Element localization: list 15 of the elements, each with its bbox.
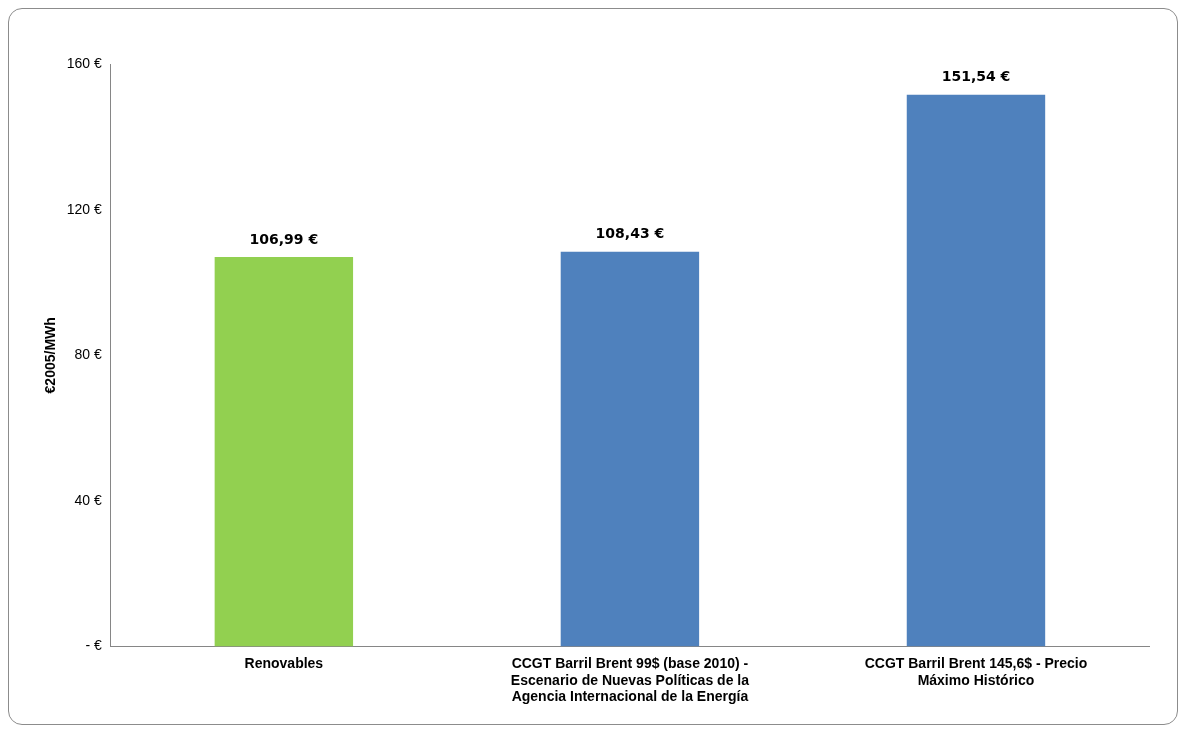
- y-tick-label: 80 €: [74, 346, 103, 363]
- x-tick-label: CCGT Barril Brent 145,6$ - Precio Máximo Histórico: [864, 654, 1088, 688]
- bar: [560, 251, 700, 647]
- y-axis-title: €2005/MWh: [42, 317, 59, 394]
- y-tick-label: - €: [85, 637, 103, 654]
- x-tick-label: Renovables: [244, 654, 324, 671]
- y-tick-label: 160 €: [66, 54, 103, 71]
- data-label: 151,54 €: [941, 68, 1011, 85]
- x-tick-label: CCGT Barril Brent 99$ (base 2010) - Escenario de Nuevas Políticas de la Agencia Internacional de la Energía: [510, 654, 750, 705]
- data-label: 108,43 €: [595, 225, 665, 242]
- y-tick-label: 120 €: [66, 200, 103, 217]
- data-label: 106,99 €: [249, 230, 319, 247]
- bar: [906, 94, 1046, 647]
- y-tick-label: 40 €: [74, 491, 103, 508]
- bar: [214, 257, 354, 647]
